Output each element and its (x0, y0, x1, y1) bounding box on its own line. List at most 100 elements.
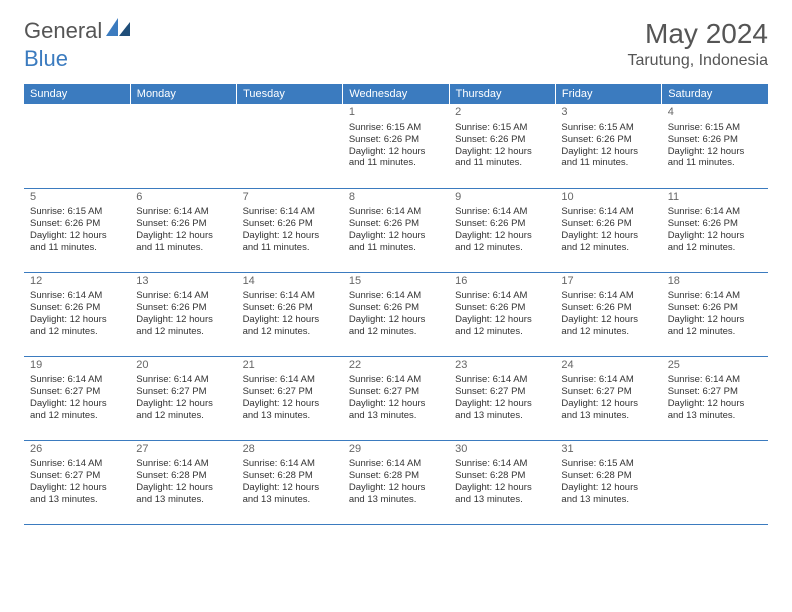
daylight-label: Daylight: 12 hours and 12 minutes. (561, 314, 655, 338)
day-number: 4 (668, 106, 762, 120)
daylight-label: Daylight: 12 hours and 12 minutes. (243, 314, 337, 338)
weekday-header: Monday (130, 84, 236, 104)
daylight-label: Daylight: 12 hours and 12 minutes. (561, 230, 655, 254)
sunset-label: Sunset: 6:27 PM (668, 386, 762, 398)
daylight-label: Daylight: 12 hours and 11 minutes. (455, 146, 549, 170)
calendar-cell: 7Sunrise: 6:14 AMSunset: 6:26 PMDaylight… (237, 188, 343, 272)
sunset-label: Sunset: 6:26 PM (668, 302, 762, 314)
day-number: 9 (455, 191, 549, 205)
calendar-row: 26Sunrise: 6:14 AMSunset: 6:27 PMDayligh… (24, 440, 768, 524)
logo-sail-icon (106, 18, 130, 36)
calendar-cell: 2Sunrise: 6:15 AMSunset: 6:26 PMDaylight… (449, 104, 555, 188)
sun-info: Sunrise: 6:15 AMSunset: 6:28 PMDaylight:… (561, 458, 655, 506)
daylight-label: Daylight: 12 hours and 11 minutes. (668, 146, 762, 170)
day-number: 29 (349, 443, 443, 457)
sun-info: Sunrise: 6:14 AMSunset: 6:27 PMDaylight:… (561, 374, 655, 422)
sun-info: Sunrise: 6:14 AMSunset: 6:27 PMDaylight:… (30, 458, 124, 506)
sun-info: Sunrise: 6:14 AMSunset: 6:26 PMDaylight:… (455, 206, 549, 254)
sun-info: Sunrise: 6:14 AMSunset: 6:27 PMDaylight:… (136, 374, 230, 422)
calendar-cell: 16Sunrise: 6:14 AMSunset: 6:26 PMDayligh… (449, 272, 555, 356)
day-number: 13 (136, 275, 230, 289)
day-number: 23 (455, 359, 549, 373)
calendar-cell: 29Sunrise: 6:14 AMSunset: 6:28 PMDayligh… (343, 440, 449, 524)
sun-info: Sunrise: 6:14 AMSunset: 6:28 PMDaylight:… (455, 458, 549, 506)
calendar-cell: 23Sunrise: 6:14 AMSunset: 6:27 PMDayligh… (449, 356, 555, 440)
sunrise-label: Sunrise: 6:14 AM (349, 290, 443, 302)
daylight-label: Daylight: 12 hours and 11 minutes. (561, 146, 655, 170)
calendar-cell (130, 104, 236, 188)
sunset-label: Sunset: 6:27 PM (349, 386, 443, 398)
day-number: 22 (349, 359, 443, 373)
sun-info: Sunrise: 6:15 AMSunset: 6:26 PMDaylight:… (561, 122, 655, 170)
sun-info: Sunrise: 6:14 AMSunset: 6:26 PMDaylight:… (668, 290, 762, 338)
daylight-label: Daylight: 12 hours and 12 minutes. (668, 314, 762, 338)
sunrise-label: Sunrise: 6:14 AM (30, 290, 124, 302)
calendar-cell: 8Sunrise: 6:14 AMSunset: 6:26 PMDaylight… (343, 188, 449, 272)
sun-info: Sunrise: 6:14 AMSunset: 6:26 PMDaylight:… (30, 290, 124, 338)
sunrise-label: Sunrise: 6:14 AM (243, 206, 337, 218)
calendar-cell: 28Sunrise: 6:14 AMSunset: 6:28 PMDayligh… (237, 440, 343, 524)
day-number: 12 (30, 275, 124, 289)
sunset-label: Sunset: 6:26 PM (561, 218, 655, 230)
calendar-cell: 26Sunrise: 6:14 AMSunset: 6:27 PMDayligh… (24, 440, 130, 524)
daylight-label: Daylight: 12 hours and 13 minutes. (243, 482, 337, 506)
sunset-label: Sunset: 6:28 PM (243, 470, 337, 482)
sunrise-label: Sunrise: 6:14 AM (349, 206, 443, 218)
day-number: 27 (136, 443, 230, 457)
weekday-header: Wednesday (343, 84, 449, 104)
daylight-label: Daylight: 12 hours and 13 minutes. (455, 482, 549, 506)
sun-info: Sunrise: 6:14 AMSunset: 6:27 PMDaylight:… (455, 374, 549, 422)
daylight-label: Daylight: 12 hours and 13 minutes. (30, 482, 124, 506)
daylight-label: Daylight: 12 hours and 13 minutes. (349, 398, 443, 422)
sun-info: Sunrise: 6:14 AMSunset: 6:27 PMDaylight:… (349, 374, 443, 422)
calendar-cell: 10Sunrise: 6:14 AMSunset: 6:26 PMDayligh… (555, 188, 661, 272)
sunrise-label: Sunrise: 6:14 AM (243, 458, 337, 470)
day-number: 15 (349, 275, 443, 289)
calendar-cell: 12Sunrise: 6:14 AMSunset: 6:26 PMDayligh… (24, 272, 130, 356)
sunrise-label: Sunrise: 6:15 AM (668, 122, 762, 134)
sunset-label: Sunset: 6:26 PM (30, 302, 124, 314)
weekday-header: Thursday (449, 84, 555, 104)
logo-text-general: General (24, 18, 102, 44)
calendar-cell: 22Sunrise: 6:14 AMSunset: 6:27 PMDayligh… (343, 356, 449, 440)
sunset-label: Sunset: 6:26 PM (668, 218, 762, 230)
calendar-table: SundayMondayTuesdayWednesdayThursdayFrid… (24, 84, 768, 525)
calendar-cell: 25Sunrise: 6:14 AMSunset: 6:27 PMDayligh… (662, 356, 768, 440)
logo-text-blue: Blue (24, 46, 68, 71)
sunset-label: Sunset: 6:26 PM (136, 218, 230, 230)
calendar-cell: 1Sunrise: 6:15 AMSunset: 6:26 PMDaylight… (343, 104, 449, 188)
calendar-cell: 15Sunrise: 6:14 AMSunset: 6:26 PMDayligh… (343, 272, 449, 356)
sunset-label: Sunset: 6:26 PM (349, 302, 443, 314)
sun-info: Sunrise: 6:14 AMSunset: 6:26 PMDaylight:… (561, 290, 655, 338)
sunrise-label: Sunrise: 6:14 AM (668, 206, 762, 218)
calendar-cell: 11Sunrise: 6:14 AMSunset: 6:26 PMDayligh… (662, 188, 768, 272)
logo: General (24, 18, 130, 44)
calendar-cell: 3Sunrise: 6:15 AMSunset: 6:26 PMDaylight… (555, 104, 661, 188)
sunset-label: Sunset: 6:27 PM (30, 386, 124, 398)
day-number: 19 (30, 359, 124, 373)
sunrise-label: Sunrise: 6:14 AM (349, 458, 443, 470)
sunrise-label: Sunrise: 6:14 AM (136, 374, 230, 386)
sun-info: Sunrise: 6:14 AMSunset: 6:26 PMDaylight:… (455, 290, 549, 338)
day-number: 24 (561, 359, 655, 373)
sunrise-label: Sunrise: 6:14 AM (243, 374, 337, 386)
weekday-header: Sunday (24, 84, 130, 104)
day-number: 6 (136, 191, 230, 205)
sun-info: Sunrise: 6:14 AMSunset: 6:27 PMDaylight:… (243, 374, 337, 422)
sunset-label: Sunset: 6:28 PM (136, 470, 230, 482)
sunrise-label: Sunrise: 6:14 AM (349, 374, 443, 386)
day-number: 18 (668, 275, 762, 289)
day-number: 28 (243, 443, 337, 457)
sunset-label: Sunset: 6:26 PM (455, 218, 549, 230)
sun-info: Sunrise: 6:14 AMSunset: 6:26 PMDaylight:… (349, 290, 443, 338)
calendar-cell: 6Sunrise: 6:14 AMSunset: 6:26 PMDaylight… (130, 188, 236, 272)
sunrise-label: Sunrise: 6:14 AM (136, 290, 230, 302)
sunset-label: Sunset: 6:27 PM (30, 470, 124, 482)
weekday-header: Saturday (662, 84, 768, 104)
sunset-label: Sunset: 6:26 PM (561, 302, 655, 314)
day-number: 14 (243, 275, 337, 289)
sunrise-label: Sunrise: 6:15 AM (455, 122, 549, 134)
daylight-label: Daylight: 12 hours and 12 minutes. (30, 398, 124, 422)
calendar-cell: 4Sunrise: 6:15 AMSunset: 6:26 PMDaylight… (662, 104, 768, 188)
daylight-label: Daylight: 12 hours and 13 minutes. (349, 482, 443, 506)
